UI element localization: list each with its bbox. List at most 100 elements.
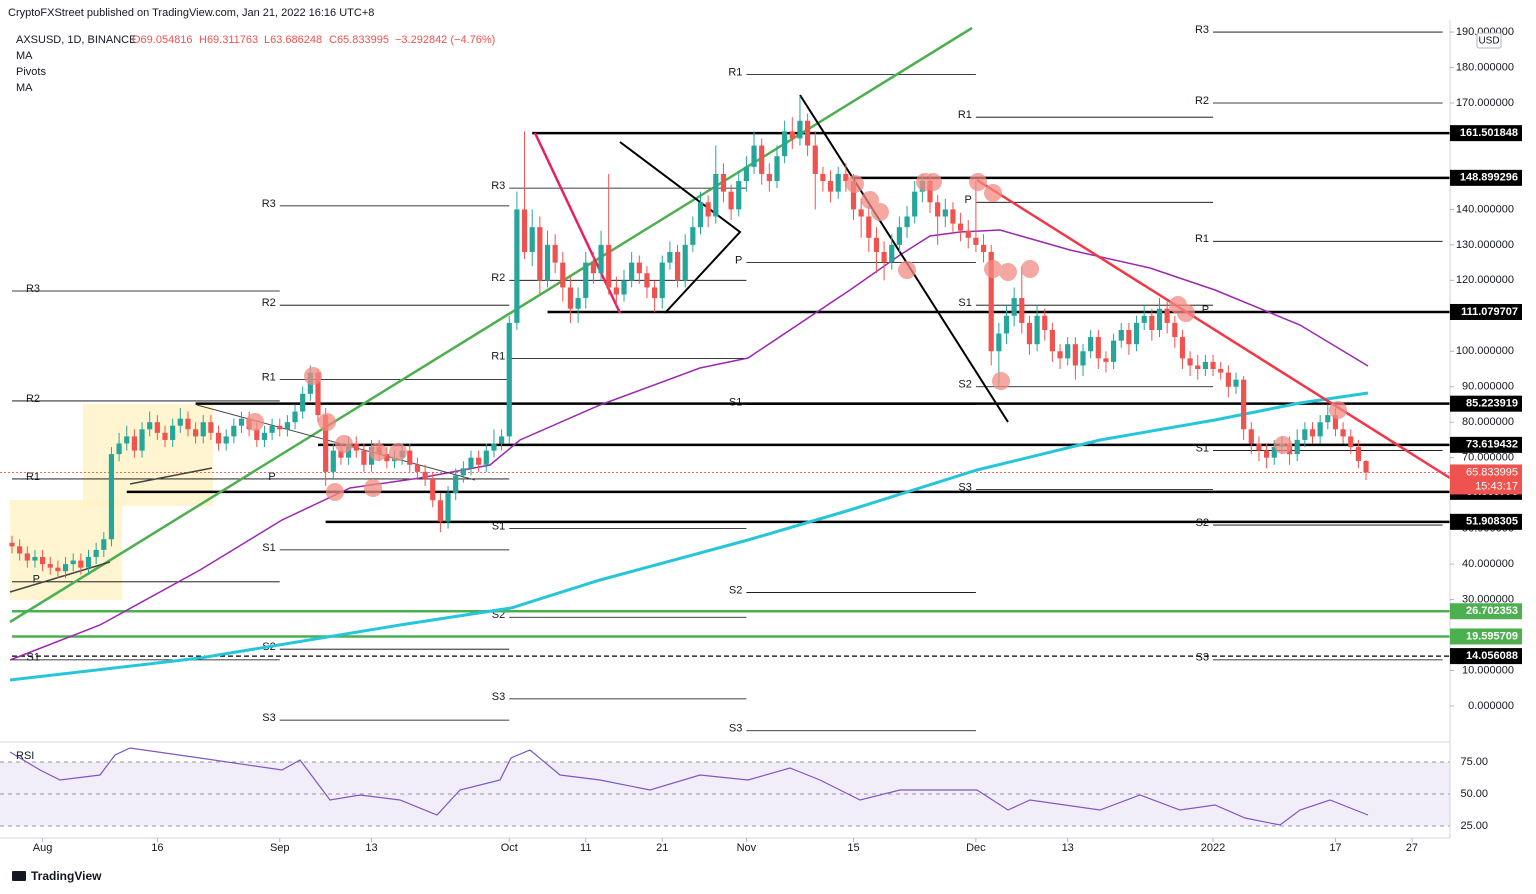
- trend-line: [9, 561, 111, 593]
- pivot-label: S3: [492, 691, 505, 703]
- candle-body: [858, 209, 864, 217]
- candle-body: [697, 202, 704, 228]
- candle-body: [460, 468, 466, 476]
- candle-body: [384, 454, 390, 462]
- candle-body: [583, 262, 589, 299]
- pivot-label: S3: [262, 712, 275, 724]
- candle-body: [736, 181, 742, 210]
- candle-body: [40, 556, 46, 565]
- y-tick-label: 10.000000: [1462, 664, 1514, 676]
- candle-body: [1225, 372, 1231, 387]
- legend-indicator: MA: [16, 82, 33, 94]
- candle-body: [713, 173, 719, 217]
- candle-body: [1325, 415, 1331, 423]
- candle-body: [1034, 315, 1040, 345]
- candle-body: [629, 262, 635, 281]
- pivot-label: R1: [728, 67, 742, 79]
- candle-body: [17, 546, 23, 554]
- pivot-label: R1: [491, 350, 505, 362]
- currency: USD: [1478, 36, 1499, 47]
- candle-body: [927, 181, 933, 203]
- level-label: 26.702353: [1466, 605, 1518, 617]
- candle-body: [32, 556, 38, 561]
- level-label: 73.619432: [1466, 439, 1518, 451]
- candle-body: [866, 216, 872, 238]
- trend-line: [9, 26, 973, 624]
- pivot-label: P: [268, 471, 275, 483]
- candle-body: [437, 500, 443, 522]
- legend-change: −3.292842 (−4.76%): [395, 34, 495, 46]
- pivot-label: S3: [729, 723, 742, 735]
- rsi-title: RSI: [16, 750, 34, 762]
- candle-body: [1187, 358, 1193, 366]
- candle-body: [1340, 429, 1346, 437]
- y-tick-label: 40.000000: [1462, 558, 1514, 570]
- candle-body: [1172, 322, 1178, 338]
- candle-body: [215, 432, 222, 444]
- pivot-label: R2: [262, 297, 276, 309]
- candle-body: [674, 251, 681, 281]
- trend-line: [976, 178, 1451, 480]
- candle-body: [101, 539, 107, 550]
- candle-body: [529, 227, 535, 252]
- candle-body: [1072, 344, 1078, 366]
- candle-body: [843, 173, 849, 182]
- candle-body: [1233, 379, 1239, 387]
- ma-line: [9, 391, 1369, 682]
- candle-body: [200, 422, 206, 437]
- candle-body: [1026, 322, 1033, 345]
- candle-body: [223, 436, 229, 444]
- candle-body: [353, 443, 359, 451]
- legend-symbol: AXSUSD, 1D, BINANCE: [16, 34, 136, 46]
- candle-body: [430, 478, 436, 501]
- candle-body: [1210, 361, 1216, 370]
- candle-body: [62, 564, 69, 572]
- candle-body: [774, 156, 780, 182]
- pivot-label: R1: [958, 109, 972, 121]
- candle-body: [598, 244, 604, 274]
- candle-body: [835, 173, 841, 192]
- y-tick-label: 90.000000: [1462, 381, 1514, 393]
- legend-low: L63.686248: [264, 34, 322, 46]
- footer-logo: [12, 871, 26, 881]
- candle-body: [407, 450, 413, 465]
- candle-body: [850, 181, 857, 210]
- rsi-line: [9, 747, 1369, 826]
- candle-body: [78, 560, 84, 568]
- candle-body: [1202, 361, 1208, 370]
- candle-body: [889, 244, 895, 263]
- pivot-label: S2: [729, 584, 742, 596]
- candle-body: [1141, 315, 1147, 323]
- candle-body: [483, 450, 489, 465]
- pivot-label: R3: [262, 198, 276, 210]
- candle-body: [560, 262, 566, 288]
- candle-body: [881, 251, 887, 263]
- candle-body: [24, 553, 30, 561]
- candle-body: [973, 237, 979, 245]
- candle-body: [621, 280, 627, 295]
- candle-body: [323, 415, 329, 472]
- y-tick-label: 140.000000: [1456, 203, 1514, 215]
- candle-body: [759, 145, 765, 174]
- candle-body: [300, 393, 306, 412]
- candle-body: [154, 422, 160, 433]
- candle-body: [1118, 329, 1124, 341]
- x-tick-label: 13: [1062, 842, 1074, 854]
- candle-body: [912, 191, 918, 217]
- y-tick-label: 100.000000: [1456, 345, 1514, 357]
- level-label-box: [1450, 303, 1522, 320]
- currency-box: [1476, 32, 1502, 49]
- candle-body: [1264, 450, 1270, 458]
- rsi-tick-label: 75.00: [1460, 756, 1488, 768]
- candle-body: [170, 425, 176, 440]
- x-tick-label: 2022: [1201, 842, 1225, 854]
- candle-body: [85, 556, 92, 568]
- current-price-box: [1450, 464, 1522, 495]
- candle-body: [1065, 344, 1071, 359]
- level-label-box: [1450, 628, 1522, 645]
- candle-body: [606, 244, 612, 288]
- x-tick-label: 17: [1329, 842, 1341, 854]
- trend-line: [533, 132, 622, 314]
- x-tick-label: Sep: [270, 842, 290, 854]
- candle-body: [942, 209, 948, 217]
